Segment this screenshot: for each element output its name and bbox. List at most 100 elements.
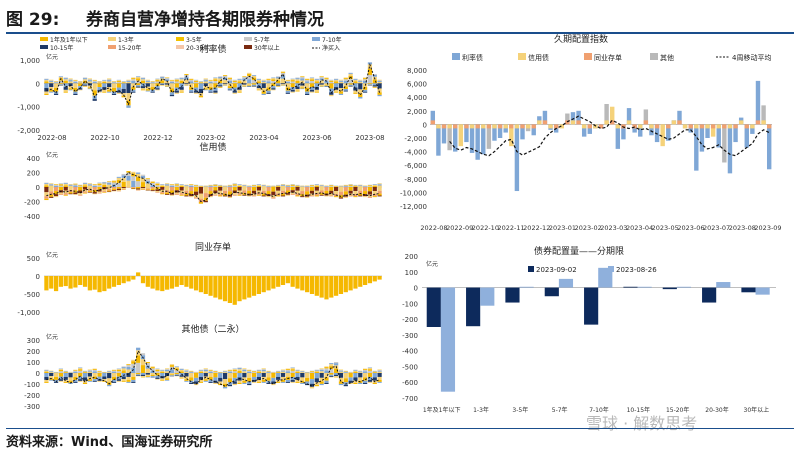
bar-segment	[155, 88, 159, 89]
bar-segment	[160, 372, 164, 373]
bar-segment	[582, 124, 586, 128]
bar-segment	[233, 91, 237, 93]
bar-segment	[237, 184, 241, 185]
bar	[64, 276, 68, 286]
bar-segment	[117, 93, 121, 94]
bar-segment	[358, 185, 362, 186]
bar-segment	[655, 124, 659, 128]
bar-segment	[286, 380, 290, 382]
bar-segment	[93, 80, 97, 81]
bar-segment	[73, 193, 77, 195]
legend-label: 30年以上	[254, 44, 280, 52]
bar-segment	[78, 185, 82, 186]
figure-footer: 资料来源：Wind、国海证券研究所	[6, 428, 794, 429]
bar-segment	[175, 366, 179, 367]
bar-segment	[677, 120, 681, 124]
bar	[545, 288, 559, 297]
bar-segment	[233, 371, 237, 373]
bar-segment	[102, 92, 106, 93]
bar-segment	[54, 82, 58, 83]
bar	[716, 282, 730, 288]
bar-segment	[83, 85, 87, 86]
bar-segment	[136, 87, 140, 88]
bar-segment	[233, 187, 237, 190]
bar-segment	[97, 184, 101, 185]
bar-segment	[180, 369, 184, 370]
bar-segment	[151, 367, 155, 368]
bar-segment	[151, 375, 155, 376]
bar-segment	[68, 186, 72, 187]
bar-segment	[286, 82, 290, 83]
bar	[189, 276, 193, 289]
bar-segment	[262, 80, 266, 81]
bar	[453, 124, 457, 151]
x-tick-label: 2023-08	[729, 224, 756, 232]
bar-segment	[233, 83, 237, 87]
bar-segment	[151, 82, 155, 83]
bar-segment	[194, 186, 198, 187]
bar-segment	[83, 184, 87, 185]
bar-segment	[266, 93, 270, 94]
bar-segment	[334, 90, 338, 92]
bar-segment	[131, 78, 135, 79]
y-tick-label: -2,000	[404, 135, 427, 143]
bar-segment	[102, 83, 106, 87]
bar-segment	[213, 377, 217, 380]
bar-segment	[242, 383, 246, 384]
bar	[358, 276, 362, 287]
bar-segment	[204, 193, 208, 198]
bar-segment	[368, 380, 372, 382]
bar-segment	[184, 195, 188, 196]
bar	[295, 276, 299, 289]
bar-segment	[310, 186, 314, 187]
bar-segment	[136, 188, 140, 189]
bar	[175, 276, 179, 287]
bar-segment	[334, 187, 338, 191]
x-tick-label: 2022-11	[497, 224, 524, 232]
bar-segment	[83, 183, 87, 184]
x-tick-label: 2023-02	[196, 134, 225, 142]
bar-segment	[228, 79, 232, 81]
bar-segment	[54, 83, 58, 88]
bar-segment	[329, 82, 333, 83]
bar-segment	[310, 195, 314, 196]
bar-segment	[242, 187, 246, 190]
bar-segment	[107, 378, 111, 382]
legend-swatch	[108, 45, 116, 49]
x-tick-label: 2023-08	[355, 134, 384, 142]
bar	[247, 276, 251, 298]
bar-segment	[122, 366, 126, 367]
x-tick-label: 2023-07	[703, 224, 730, 232]
bar-segment	[315, 372, 319, 373]
bar-segment	[344, 81, 348, 83]
bar-segment	[54, 373, 58, 377]
bar-segment	[377, 95, 381, 96]
bar-segment	[175, 80, 179, 81]
bar-segment	[175, 184, 179, 185]
bar-segment	[59, 194, 63, 195]
bar-segment	[271, 78, 275, 79]
bar-segment	[363, 369, 367, 370]
y-tick-label: 0	[36, 184, 40, 192]
bar-segment	[223, 83, 227, 84]
bar-segment	[131, 360, 135, 361]
bar-segment	[329, 195, 333, 196]
bar-segment	[117, 83, 121, 87]
bar-segment	[722, 124, 726, 128]
bar-segment	[73, 184, 77, 185]
bar-segment	[363, 92, 367, 93]
bar-segment	[324, 370, 328, 373]
bar-segment	[136, 190, 140, 191]
bar-segment	[88, 81, 92, 83]
bar-segment	[233, 193, 237, 195]
bar-segment	[334, 80, 338, 81]
bar-segment	[353, 80, 357, 81]
bar-segment	[339, 82, 343, 83]
bar-segment	[204, 371, 208, 373]
bar-segment	[112, 189, 116, 190]
bar-segment	[131, 188, 135, 189]
bar	[88, 276, 92, 290]
legend-swatch	[176, 37, 184, 41]
bar-segment	[151, 189, 155, 190]
bar-segment	[300, 373, 304, 377]
